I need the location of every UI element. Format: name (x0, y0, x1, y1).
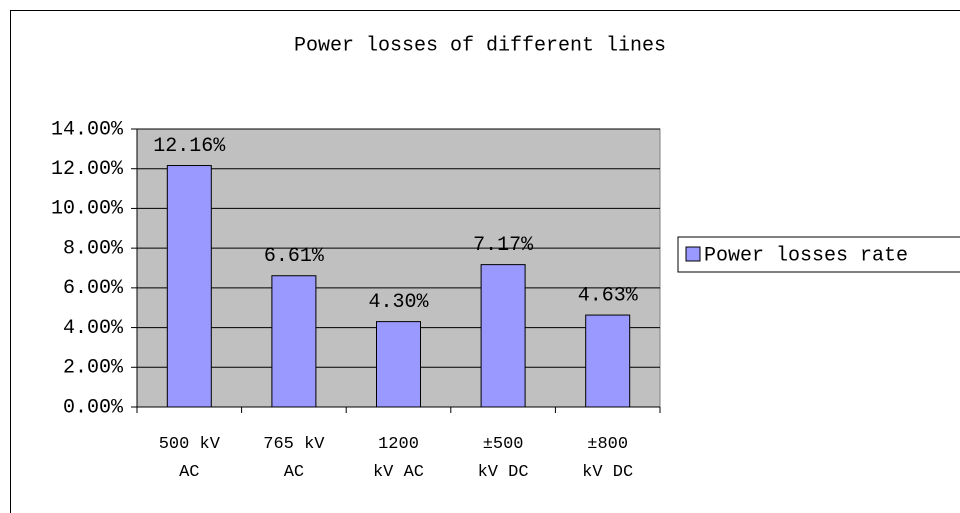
y-tick-label: 4.00% (63, 317, 124, 340)
y-tick-label: 14.00% (51, 118, 124, 141)
y-tick-label: 6.00% (63, 277, 124, 300)
x-tick-label: 765 kV AC (263, 435, 325, 482)
bar (480, 264, 526, 408)
legend-label: Power losses rate (704, 244, 908, 267)
y-tick-label: 0.00% (63, 396, 124, 419)
x-tick-label: 1200 kV AC (372, 435, 424, 482)
data-label: 6.61% (264, 245, 325, 268)
data-label: 4.30% (368, 291, 429, 314)
bar (271, 275, 317, 408)
data-label: 4.63% (578, 284, 639, 307)
y-tick-label: 10.00% (51, 198, 124, 221)
y-tick-label: 12.00% (51, 158, 124, 181)
x-tick-label: ±500 kV DC (477, 435, 529, 482)
y-tick-label: 2.00% (63, 357, 124, 380)
legend-swatch (685, 246, 701, 262)
y-tick-label: 8.00% (63, 237, 124, 260)
bar (585, 314, 631, 408)
x-tick-label: 500 kV AC (158, 435, 220, 482)
x-tick-label: ±800 kV DC (582, 435, 634, 482)
chart-title: Power losses of different lines (294, 34, 666, 57)
data-label: 12.16% (153, 135, 226, 158)
bar (166, 165, 212, 408)
legend-box (677, 236, 960, 273)
bar (376, 321, 421, 408)
data-label: 7.17% (473, 234, 534, 257)
